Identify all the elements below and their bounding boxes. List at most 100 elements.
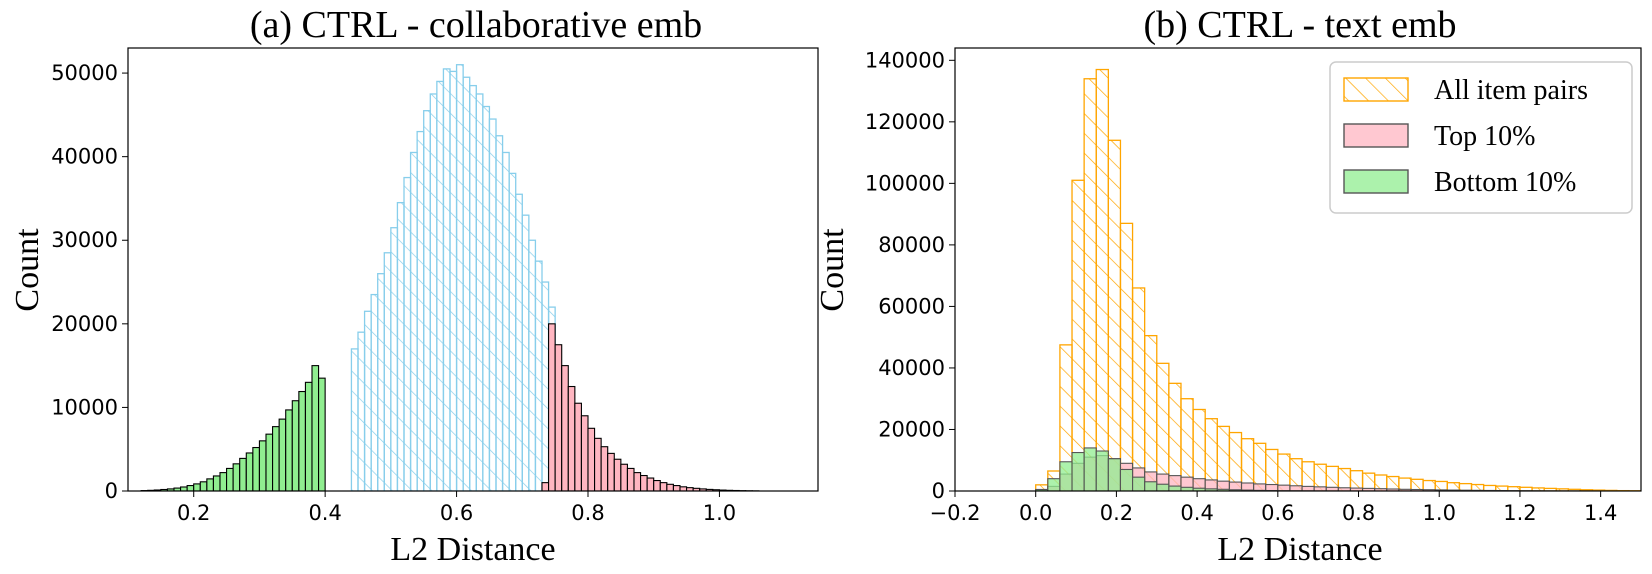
y-axis-label-a: Count bbox=[9, 228, 46, 312]
legend-swatch-bottom bbox=[1343, 169, 1409, 194]
bar-top-10-0 bbox=[541, 482, 550, 491]
bar-all-item-pairs-28 bbox=[534, 260, 543, 491]
bar-all-item-pairs-5 bbox=[1095, 68, 1109, 491]
bar-all-item-pairs-21 bbox=[488, 118, 497, 491]
legend-swatch-all-pairs bbox=[1343, 77, 1409, 102]
bar-top-10-17 bbox=[653, 479, 661, 491]
bar-bottom-10-6 bbox=[180, 486, 188, 491]
y-tick-label: 100000 bbox=[865, 171, 945, 195]
bar-all-item-pairs-10 bbox=[416, 130, 425, 491]
bar-top-10-16 bbox=[646, 477, 655, 491]
bar-bottom-10-6 bbox=[1107, 458, 1121, 491]
y-tick-label: 120000 bbox=[865, 110, 945, 134]
bar-bottom-10-8 bbox=[1132, 476, 1146, 491]
x-tick-label: 0.2 bbox=[1100, 501, 1133, 525]
bar-bottom-10-10 bbox=[206, 478, 214, 491]
x-ticks-b: −0.2 0.0 0.2 0.4 0.6 0.8 1.0 1.2 1.4 bbox=[930, 491, 1617, 525]
chart-title-b: (b) CTRL - text emb bbox=[1143, 4, 1456, 46]
x-tick-label: 0.6 bbox=[1261, 501, 1294, 525]
bar-top-10-12 bbox=[620, 463, 628, 491]
legend-label-all-pairs: All item pairs bbox=[1434, 75, 1588, 106]
bar-all-item-pairs-0 bbox=[350, 348, 359, 491]
bar-bottom-10-14 bbox=[232, 463, 241, 491]
bar-bottom-10-10 bbox=[1156, 483, 1170, 491]
bar-bottom-10-21 bbox=[278, 418, 287, 491]
bar-all-item-pairs-22 bbox=[495, 135, 504, 491]
bar-bottom-10-12 bbox=[219, 472, 228, 491]
bar-bottom-10-15 bbox=[239, 457, 247, 491]
bar-all-item-pairs-10 bbox=[1156, 362, 1170, 491]
bar-bottom-10-9 bbox=[1144, 481, 1158, 491]
bar-all-item-pairs-23 bbox=[501, 151, 510, 491]
legend-label-bottom: Bottom 10% bbox=[1434, 167, 1576, 198]
y-tick-label: 10000 bbox=[51, 395, 118, 419]
bar-all-item-pairs-15 bbox=[449, 70, 458, 491]
x-tick-label: 0.8 bbox=[571, 501, 604, 525]
bar-top-10-5 bbox=[574, 402, 582, 491]
plot-frame-a bbox=[127, 47, 819, 492]
bar-all-item-pairs-9 bbox=[409, 151, 418, 491]
bar-top-10-10 bbox=[607, 452, 615, 491]
bar-all-item-pairs-4 bbox=[1083, 78, 1097, 491]
bar-all-item-pairs-24 bbox=[508, 172, 517, 491]
bar-bottom-10-7 bbox=[186, 485, 195, 491]
bar-bottom-10-25 bbox=[304, 381, 313, 491]
x-tick-label: 0.4 bbox=[308, 501, 341, 525]
bar-top-10-11 bbox=[613, 458, 622, 491]
bar-all-item-pairs-4 bbox=[377, 273, 385, 491]
bar-all-item-pairs-11 bbox=[423, 110, 431, 491]
legend-label-top: Top 10% bbox=[1434, 121, 1535, 152]
x-tick-label: 0.0 bbox=[1019, 501, 1052, 525]
bar-all-item-pairs-12 bbox=[429, 93, 438, 491]
y-tick-label: 80000 bbox=[878, 233, 945, 257]
bar-bottom-10-13 bbox=[226, 467, 234, 491]
y-tick-label: 20000 bbox=[51, 312, 118, 336]
y-tick-label: 140000 bbox=[865, 48, 945, 72]
bar-all-item-pairs-17 bbox=[462, 76, 471, 491]
bar-bottom-10-18 bbox=[258, 440, 267, 491]
bar-all-item-pairs-6 bbox=[390, 227, 399, 491]
bar-top-10-20 bbox=[1277, 484, 1291, 491]
x-tick-label: 1.2 bbox=[1503, 501, 1536, 525]
y-tick-label: 50000 bbox=[51, 61, 118, 85]
chart-panel-a: (a) CTRL - collaborative emb 0.2 0.4 0.6 0.… bbox=[9, 4, 819, 568]
bar-top-10-2 bbox=[554, 344, 563, 491]
x-tick-label: 1.0 bbox=[1423, 501, 1456, 525]
bar-bottom-10-3 bbox=[1071, 451, 1085, 491]
bar-bottom-10-22 bbox=[285, 409, 293, 491]
bar-top-10-6 bbox=[580, 415, 589, 491]
x-tick-label: 1.4 bbox=[1584, 501, 1617, 525]
y-tick-label: 30000 bbox=[51, 228, 118, 252]
bar-bottom-10-19 bbox=[265, 433, 274, 491]
bar-all-item-pairs-20 bbox=[482, 105, 491, 491]
bar-all-item-pairs-7 bbox=[396, 201, 405, 491]
bars-a bbox=[140, 64, 760, 491]
bar-bottom-10-17 bbox=[252, 446, 260, 491]
bar-top-10-18 bbox=[659, 482, 668, 491]
y-ticks-a: 0 10000 20000 30000 40000 50000 bbox=[51, 61, 128, 503]
bar-all-item-pairs-8 bbox=[403, 176, 412, 491]
x-tick-label: 1.0 bbox=[703, 501, 736, 525]
bar-all-item-pairs-16 bbox=[455, 64, 464, 491]
bar-top-10-13 bbox=[626, 467, 635, 491]
legend-swatch-top bbox=[1343, 123, 1409, 148]
bar-top-10-3 bbox=[561, 365, 569, 491]
bar-bottom-10-16 bbox=[245, 452, 254, 491]
bar-top-10-20 bbox=[672, 485, 681, 491]
bar-all-item-pairs-25 bbox=[515, 193, 523, 491]
bar-bottom-10-26 bbox=[311, 365, 320, 491]
y-tick-label: 60000 bbox=[878, 294, 945, 318]
bar-top-10-7 bbox=[587, 427, 596, 491]
x-tick-label: 0.8 bbox=[1342, 501, 1375, 525]
bar-top-10-14 bbox=[633, 472, 642, 491]
bar-all-item-pairs-9 bbox=[1144, 334, 1158, 491]
bar-bottom-10-4 bbox=[1083, 447, 1097, 491]
x-tick-label: 0.4 bbox=[1180, 501, 1213, 525]
bar-bottom-10-1 bbox=[1047, 478, 1061, 491]
bar-bottom-10-7 bbox=[1119, 468, 1134, 491]
bar-bottom-10-11 bbox=[1168, 485, 1182, 491]
bar-bottom-10-20 bbox=[272, 426, 280, 491]
bar-top-10-1 bbox=[548, 323, 556, 491]
bar-all-item-pairs-18 bbox=[469, 84, 477, 491]
